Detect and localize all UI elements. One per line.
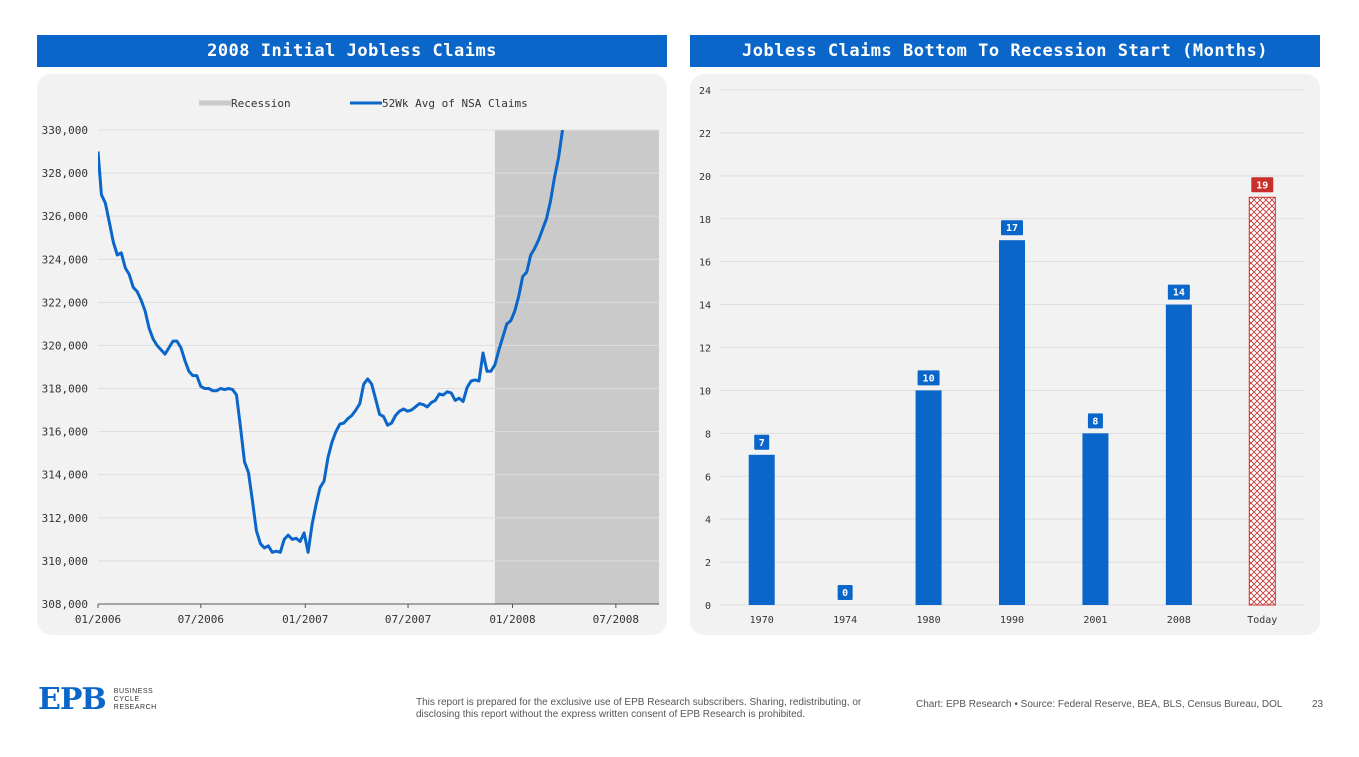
y-tick-label: 0 <box>705 601 711 612</box>
y-tick-label: 316,000 <box>42 426 88 439</box>
chart-legend: Recession 52Wk Avg of NSA Claims <box>199 97 528 110</box>
y-tick-label: 320,000 <box>42 339 88 352</box>
legend-recession-label: Recession <box>231 97 291 110</box>
data-label: 8 <box>1092 416 1098 427</box>
logo-line: CYCLE <box>113 695 140 703</box>
data-label-box <box>1087 413 1103 429</box>
x-tick-label: 1974 <box>833 615 857 626</box>
y-tick-label: 8 <box>705 429 711 440</box>
x-tick-label: 01/2008 <box>489 613 535 626</box>
logo-text: BUSINESS CYCLE RESEARCH <box>114 688 157 712</box>
page-number: 23 <box>1312 699 1324 710</box>
y-tick-label: 6 <box>705 472 711 483</box>
data-label: 17 <box>1006 223 1018 234</box>
data-label-box <box>917 370 940 386</box>
bar-2001 <box>1082 433 1109 605</box>
bar-1970 <box>748 454 775 605</box>
bar-1980 <box>915 390 942 605</box>
data-label-box <box>837 585 853 600</box>
data-label: 19 <box>1256 180 1268 191</box>
logo-mark: EPB <box>38 682 107 717</box>
source-text: Chart: EPB Research • Source: Federal Re… <box>916 699 1283 710</box>
y-tick-label: 14 <box>699 301 711 312</box>
y-tick-label: 4 <box>705 515 711 526</box>
data-label: 0 <box>842 588 848 599</box>
x-tick-label: 1970 <box>750 615 774 626</box>
y-tick-label: 312,000 <box>42 512 88 525</box>
y-tick-label: 324,000 <box>42 253 88 266</box>
y-tick-label: 318,000 <box>42 383 88 396</box>
x-tick-label: 1980 <box>917 615 941 626</box>
y-tick-label: 10 <box>699 386 711 397</box>
y-tick-label: 20 <box>699 172 711 183</box>
x-tick-label: 07/2006 <box>178 613 224 626</box>
data-label-box <box>1001 220 1023 236</box>
x-tick-label: 01/2007 <box>282 613 328 626</box>
x-tick-label: 2008 <box>1167 615 1191 626</box>
y-tick-label: 330,000 <box>42 124 88 137</box>
legend-series-label: 52Wk Avg of NSA Claims <box>382 97 528 110</box>
logo-line: RESEARCH <box>113 703 157 711</box>
y-tick-label: 24 <box>699 86 711 97</box>
y-tick-label: 12 <box>699 344 711 355</box>
epb-logo: EPB BUSINESS CYCLE RESEARCH <box>38 682 157 717</box>
y-tick-label: 2 <box>705 558 711 569</box>
y-tick-label: 308,000 <box>42 598 88 611</box>
y-tick-label: 310,000 <box>42 555 88 568</box>
x-tick-label: 07/2007 <box>385 613 431 626</box>
bar-Today <box>1248 196 1276 606</box>
x-tick-label: 01/2006 <box>75 613 121 626</box>
y-tick-label: 322,000 <box>42 296 88 309</box>
y-tick-label: 16 <box>699 258 711 269</box>
y-tick-label: 18 <box>699 215 711 226</box>
right-chart-panel: 0 2 4 6 8 10 12 14 16 18 20 22 24 1970 1974 1980 1990 20… <box>690 74 1320 635</box>
bar-2008 <box>1165 304 1192 605</box>
claims-series-line <box>98 130 564 554</box>
left-chart-panel: 308,000 310,000 312,000 314,000 316,000 318,0… <box>37 74 667 635</box>
y-tick-label: 22 <box>699 129 711 140</box>
disclaimer-text: This report is prepared for the exclusiv… <box>416 697 862 720</box>
data-label-box <box>754 434 770 450</box>
jobless-claims-line-chart: 308,000 310,000 312,000 314,000 316,000 318,0… <box>42 97 659 626</box>
left-chart-title: 2008 Initial Jobless Claims <box>37 35 667 67</box>
x-tick-label: Today <box>1247 615 1277 626</box>
right-chart-title: Jobless Claims Bottom To Recession Start… <box>690 35 1320 67</box>
data-label-box <box>1251 177 1274 193</box>
data-label-box <box>1167 284 1190 300</box>
data-label: 10 <box>923 373 935 384</box>
logo-line: BUSINESS <box>113 687 154 695</box>
y-tick-label: 328,000 <box>42 167 88 180</box>
x-tick-label: 1990 <box>1000 615 1024 626</box>
y-tick-label: 314,000 <box>42 469 88 482</box>
x-tick-label: 2001 <box>1083 615 1107 626</box>
data-label: 7 <box>759 438 765 449</box>
x-tick-label: 07/2008 <box>593 613 639 626</box>
data-label: 14 <box>1173 288 1185 299</box>
recession-band <box>494 130 659 604</box>
y-tick-label: 326,000 <box>42 210 88 223</box>
bar-1990 <box>999 240 1025 606</box>
